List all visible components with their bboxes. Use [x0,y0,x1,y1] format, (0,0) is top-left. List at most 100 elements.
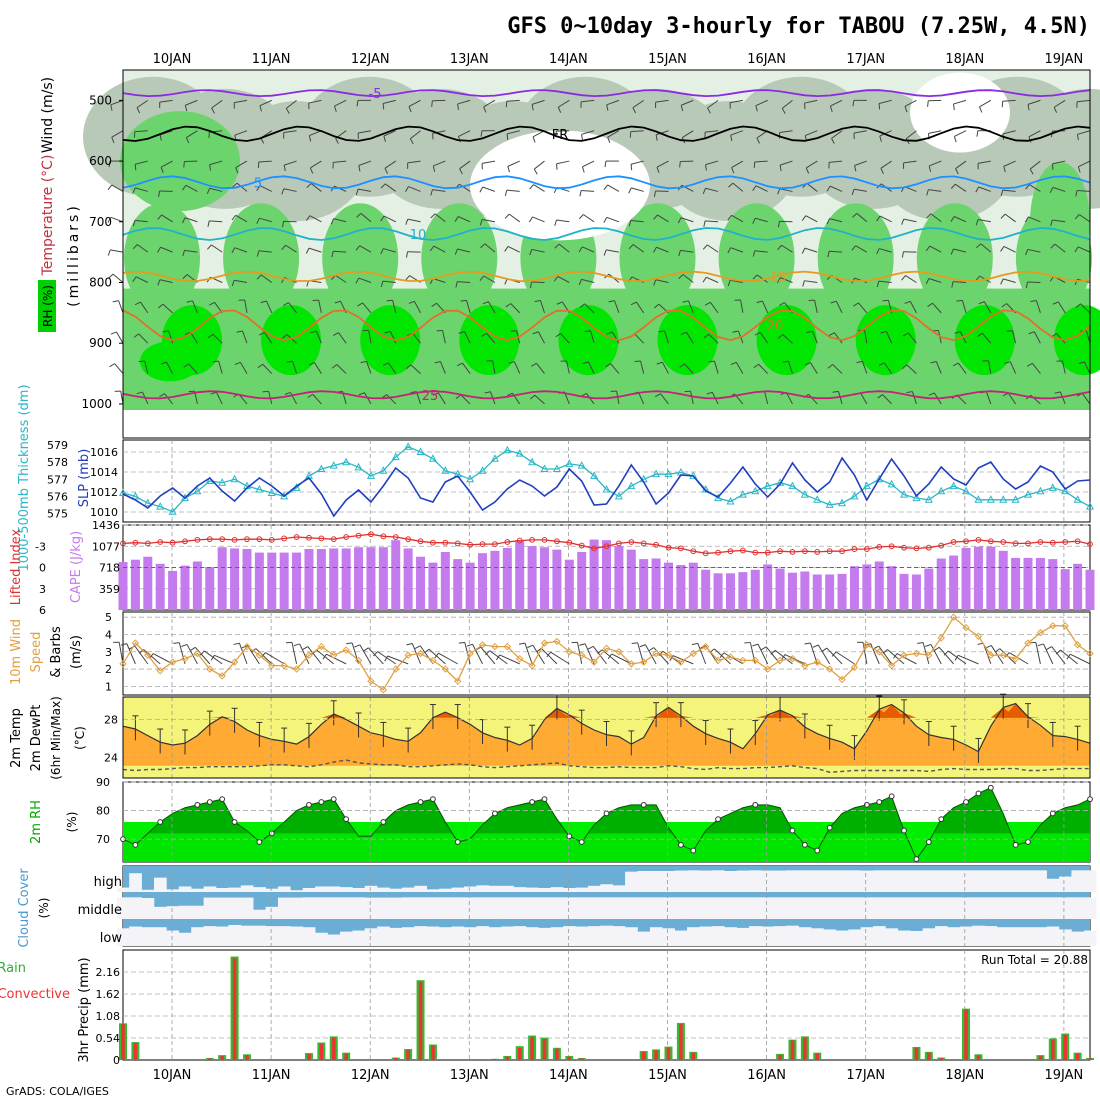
cape-bar [465,562,475,610]
wind-barb-feather [557,107,562,113]
cloud-clear-bar [860,927,874,946]
wind-barb [333,218,347,223]
rh-zone-saturated [360,305,421,376]
wind-barb [136,99,149,109]
cape-bar [192,561,202,610]
wind-barb [806,183,818,192]
rh2m-point [529,799,536,805]
contour-label: 15 [770,270,787,285]
wind-barb [582,246,595,253]
wind-barb-feather [159,393,165,398]
precip-conv-bar [406,1049,410,1060]
li-point [256,536,263,543]
wind-barb-feather [781,108,786,114]
wind-barb-feather [706,391,713,395]
wind-barb [1077,246,1091,253]
cloud-clear-bar [265,926,279,946]
wind-barb [805,130,818,137]
wind-barb [630,219,644,223]
wind-barb-feather [508,361,515,364]
cape-bar [787,572,797,610]
cloud-clear-bar [687,870,700,892]
wind-barb [459,160,471,170]
wind-barb-feather [853,302,859,307]
surface-wind-barb [957,654,979,665]
wind-barb [513,361,521,374]
precip-conv-bar [579,1058,584,1060]
wind-barb [787,361,793,374]
li-point [380,533,387,540]
wind-barb [556,219,570,223]
wind-barb [386,394,397,405]
wind-barb-feather [335,138,339,144]
wind-barb-feather [801,247,806,254]
wind-barb-feather [603,249,607,256]
temp-tick-label: 24 [104,751,118,764]
cape-bar [639,559,649,610]
li-point [330,536,337,543]
wind-barb-feather [730,361,737,366]
date-label-bottom: 13JAN [450,1068,489,1083]
wind-barb [879,248,892,253]
thickness-tick-label: 579 [47,439,68,452]
wind-barb [957,362,967,374]
wind-barb-feather [1000,246,1005,252]
surface-wind-barb [1070,653,1091,665]
wind-barb-feather [1001,303,1007,308]
temperature-contour [122,175,1091,190]
cape-bar [292,552,302,610]
precip-conv-bar [1038,1055,1043,1060]
wind-barb-feather [975,219,979,226]
cloud-clear-bar [662,928,675,946]
cape-bar [143,556,153,610]
wind-barb-feather [386,299,393,302]
wind-axis-label: Wind (m/s) [40,77,56,153]
wind-barb-feather [579,190,582,197]
precip-conv-bar [331,1037,336,1060]
wind-barb-feather [904,300,911,304]
cape-bar [763,564,773,610]
thickness-point [838,498,847,507]
wind-barb [1002,99,1016,102]
wind-barb-feather [235,167,239,174]
wind-barb-feather [655,393,661,398]
wind-speed-point [466,649,474,658]
wind-barb [831,130,843,139]
wind-barb [953,99,967,105]
li-point [281,535,288,542]
wind-barb-feather [879,135,882,142]
wind-barb-feather [578,279,582,286]
cloud-clear-bar [191,888,204,892]
wind-barb [705,130,719,133]
wind-barb-feather [953,136,957,143]
precip-tick-label: 0.54 [96,1032,121,1045]
cloud-clear-bar [166,906,180,919]
wind-speed-point [689,649,697,658]
thickness-point [354,462,363,471]
wind-barb-feather [138,360,145,363]
rh2m-point [963,799,969,805]
wind-barb-feather [458,331,465,334]
wind-barb [144,360,149,374]
cape-tick-label: 718 [99,562,120,575]
wind-barb [804,99,818,104]
rh2m-point [578,839,585,845]
rh2m-point [492,810,498,817]
cape-tick-label: 1077 [92,540,120,553]
thickness-point [540,464,549,473]
wind-speed-point [887,661,896,670]
precip-conv-bar [517,1047,522,1060]
surface-wind-barb-feather [322,653,327,660]
wind-barb-feather [852,213,858,218]
wind-barb [134,219,148,223]
thickness-point [490,454,499,462]
li-point [442,539,449,546]
wind-barb-feather [856,360,863,364]
cloud-clear-bar [451,897,465,919]
wind-speed-point [701,642,710,651]
date-label-bottom: 12JAN [351,1068,390,1083]
wind-speed-point [937,634,945,642]
precip-conv-bar [976,1055,981,1060]
cape-bar [589,539,599,610]
